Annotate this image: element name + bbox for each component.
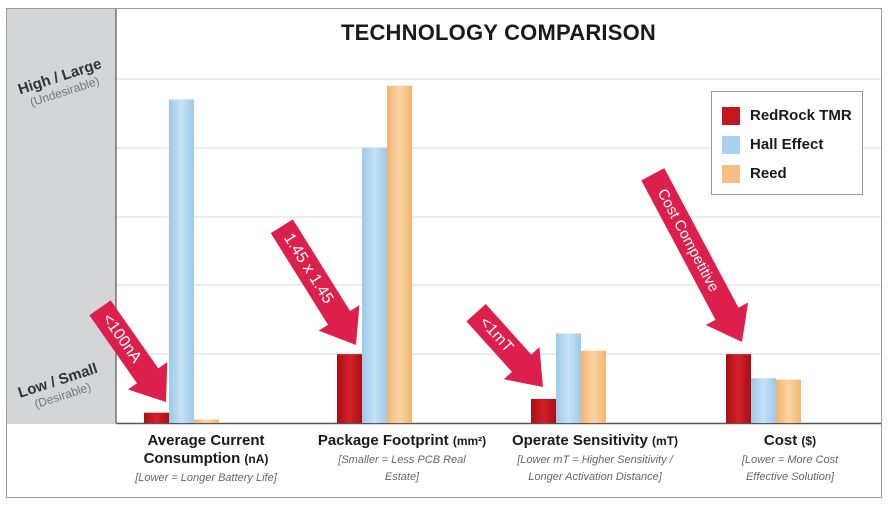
annotation-arrow-shape-3	[641, 168, 749, 342]
category-unit-2: (mT)	[652, 434, 679, 448]
bar-redrock-2	[531, 398, 556, 423]
category-label-1: Package Footprint (mm²) [Smaller = Less …	[302, 432, 502, 486]
category-unit-0: (nA)	[244, 452, 269, 466]
legend: RedRock TMR Hall Effect Reed	[711, 91, 863, 195]
category-name-1: Package Footprint	[317, 432, 449, 449]
bar-hall-3	[751, 378, 776, 423]
category-note-3: [Lower = More Cost Effective Solution]	[741, 454, 839, 483]
bar-reed-1	[387, 85, 412, 423]
y-axis-band	[7, 9, 116, 424]
category-label-0: Average Current Consumption (nA) [Lower …	[106, 432, 306, 487]
legend-swatch-hall	[722, 135, 740, 154]
category-note-0: [Lower = Longer Battery Life]	[135, 472, 277, 484]
bar-hall-1	[362, 147, 387, 423]
bar-hall-2	[556, 333, 581, 423]
annotation-arrow-shape-0	[89, 300, 168, 402]
legend-swatch-redrock	[722, 106, 740, 125]
legend-label-hall: Hall Effect	[750, 136, 824, 153]
legend-item-hall: Hall Effect	[712, 130, 862, 159]
bar-reed-0	[194, 419, 219, 423]
bar-redrock-1	[337, 354, 362, 423]
category-unit-3: ($)	[801, 434, 817, 448]
category-label-3: Cost ($) [Lower = More Cost Effective So…	[690, 432, 888, 486]
legend-label-reed: Reed	[750, 165, 787, 182]
category-name-2: Operate Sensitivity	[511, 432, 648, 449]
bar-redrock-0	[144, 412, 169, 423]
bar-redrock-3	[726, 354, 751, 423]
annotation-text-3: Cost Competitive	[654, 186, 723, 295]
annotation-text-1: 1.45 x 1.45	[280, 231, 336, 307]
legend-item-reed: Reed	[712, 159, 862, 188]
bar-reed-2	[581, 350, 606, 423]
category-name-3: Cost	[763, 432, 798, 449]
bar-hall-0	[169, 99, 194, 423]
category-name-0: Average Current Consumption	[143, 432, 265, 467]
category-note-2: [Lower mT = Higher Sensitivity / Longer …	[517, 454, 673, 483]
annotation-arrow-2: <1mT	[466, 303, 543, 387]
category-label-2: Operate Sensitivity (mT) [Lower mT = Hig…	[495, 432, 695, 486]
legend-swatch-reed	[722, 164, 740, 183]
category-unit-1: (mm²)	[452, 434, 487, 448]
legend-label-redrock: RedRock TMR	[750, 107, 852, 124]
annotation-arrow-1: 1.45 x 1.45	[270, 219, 360, 345]
category-note-1: [Smaller = Less PCB Real Estate]	[338, 454, 466, 483]
chart-title: TECHNOLOGY COMPARISON	[340, 20, 657, 45]
annotation-arrow-shape-1	[270, 219, 360, 345]
annotation-arrow-shape-2	[466, 303, 543, 387]
legend-item-redrock: RedRock TMR	[712, 101, 862, 130]
bar-reed-3	[776, 379, 801, 423]
